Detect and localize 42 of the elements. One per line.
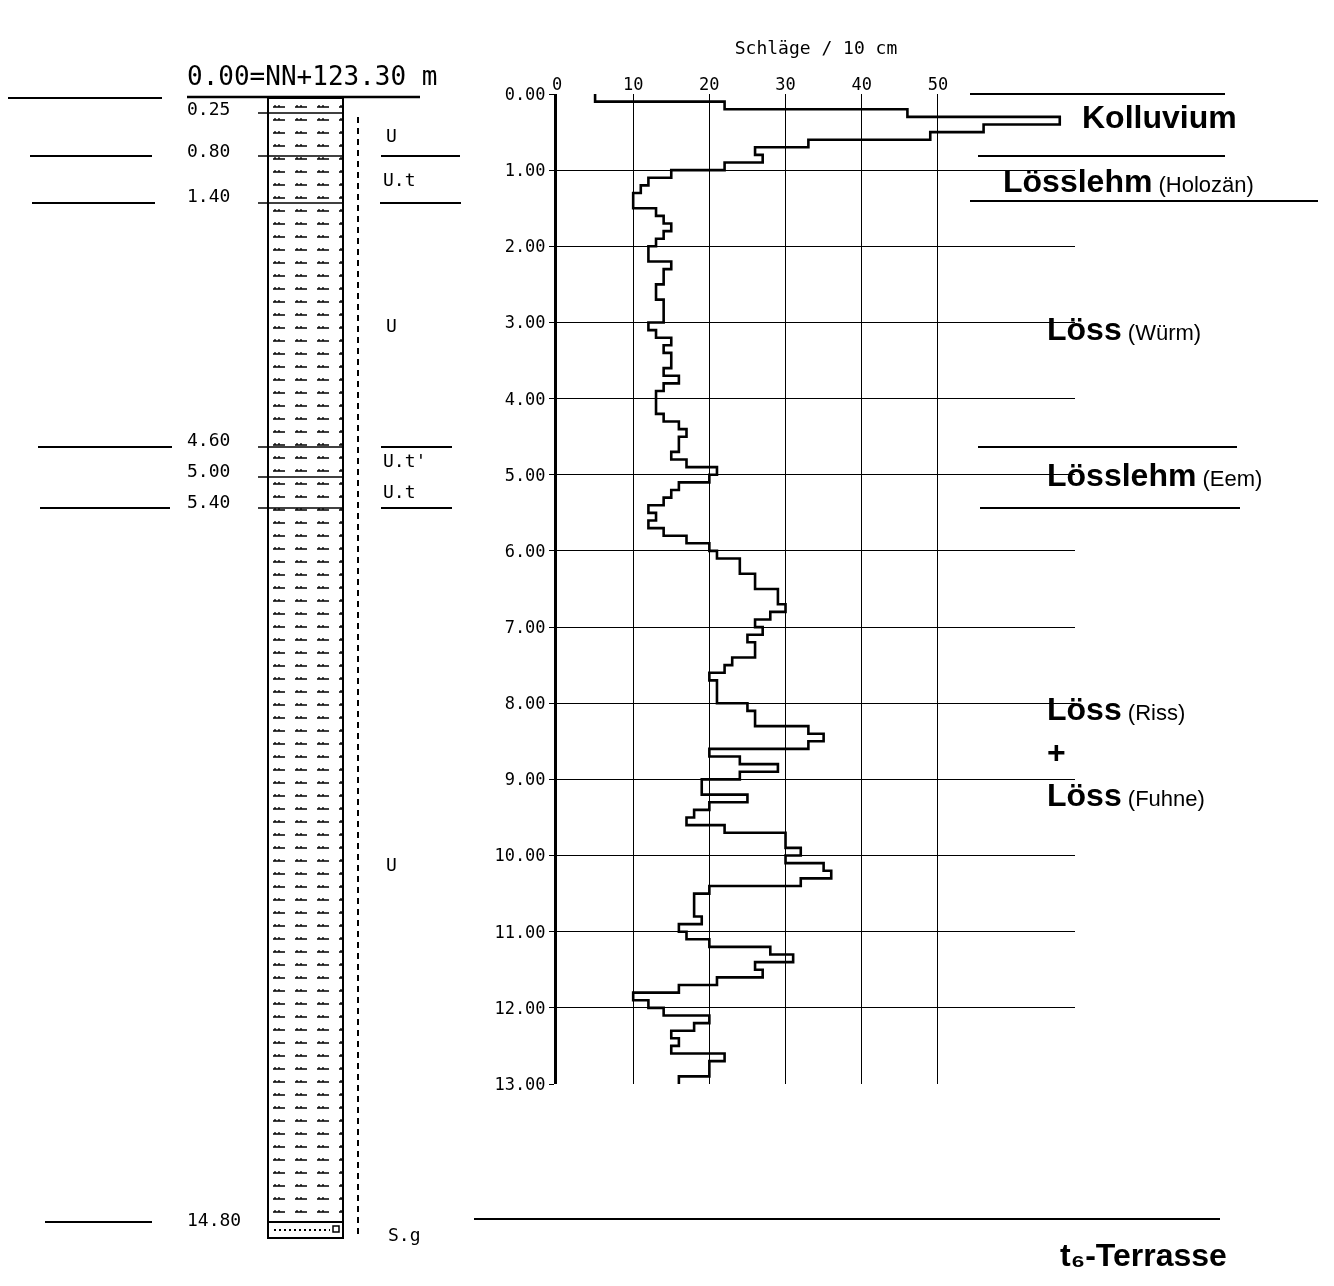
y-tick-label: 0.00 — [504, 83, 546, 104]
text: S.g — [388, 1224, 421, 1245]
text: U.t — [383, 481, 416, 502]
text: U.t' — [383, 450, 427, 471]
annotation: Lösslehm (Holozän) — [1003, 163, 1254, 200]
y-tick-label: 13.00 — [494, 1073, 546, 1094]
text: 4.60 — [187, 429, 231, 450]
text: t₆-Terrasse — [1060, 1237, 1227, 1273]
text: 0.80 — [187, 140, 231, 161]
y-tick-label: 3.00 — [504, 312, 546, 333]
text: 0.00=NN+123.30 m — [187, 61, 438, 91]
y-tick-label: 6.00 — [504, 540, 546, 561]
annotation: Lösslehm (Eem) — [1047, 457, 1263, 494]
y-tick-label: 10.00 — [494, 845, 546, 866]
text: U.t — [383, 169, 416, 190]
y-tick-label: 5.00 — [504, 464, 546, 485]
x-tick-label: 10 — [622, 73, 644, 94]
y-tick-label: 1.00 — [504, 160, 546, 181]
text: U — [386, 854, 397, 875]
y-tick-label: 4.00 — [504, 388, 546, 409]
y-tick-label: 2.00 — [504, 236, 546, 257]
text: 14.80 — [187, 1209, 242, 1230]
text: U — [386, 315, 397, 336]
x-tick-label: 20 — [699, 73, 720, 94]
x-tick-label: 30 — [775, 73, 796, 94]
text: 5.00 — [187, 460, 231, 481]
y-tick-label: 8.00 — [504, 693, 546, 714]
text: Löss (Riss) + Löss (Fuhne) — [1047, 691, 1205, 814]
text: U — [386, 125, 397, 146]
y-tick-label: 12.00 — [494, 997, 546, 1018]
annotation: Löss (Würm) — [1047, 311, 1202, 348]
x-axis-title: Schläge / 10 cm — [734, 36, 898, 58]
text: 1.40 — [187, 185, 231, 206]
text: 0.25 — [187, 98, 231, 119]
text: 5.40 — [187, 491, 231, 512]
x-tick-label: 40 — [851, 73, 872, 94]
x-tick-label: 50 — [927, 73, 949, 94]
x-tick-label: 0 — [551, 73, 563, 94]
y-tick-label: 11.00 — [494, 921, 546, 942]
text: Kolluvium — [1082, 99, 1237, 135]
y-tick-label: 7.00 — [504, 617, 546, 638]
y-tick-label: 9.00 — [504, 769, 546, 790]
